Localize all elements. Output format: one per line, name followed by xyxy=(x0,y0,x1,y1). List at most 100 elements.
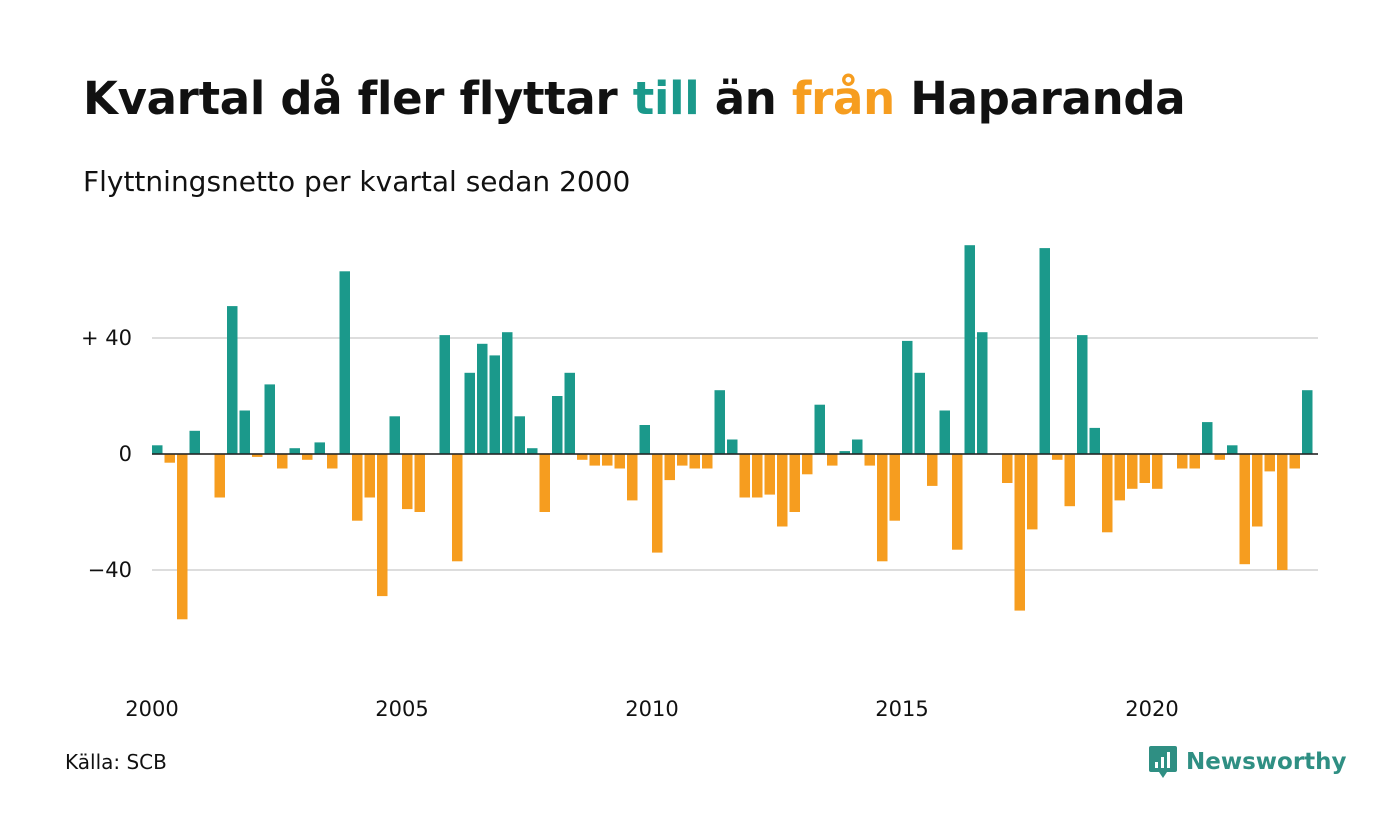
bar xyxy=(1139,454,1150,483)
bar xyxy=(1177,454,1188,469)
bar xyxy=(164,454,175,463)
bar xyxy=(414,454,425,512)
newsworthy-logo-icon xyxy=(1149,746,1177,778)
bar xyxy=(314,442,325,454)
bar xyxy=(614,454,625,469)
bar xyxy=(677,454,688,466)
x-tick-label: 2005 xyxy=(375,697,428,721)
bar xyxy=(964,245,975,454)
bar xyxy=(764,454,775,495)
bar xyxy=(1289,454,1300,469)
title-part-3: än xyxy=(699,72,792,125)
bar xyxy=(1152,454,1163,489)
bar xyxy=(652,454,663,553)
x-tick-label: 2010 xyxy=(625,697,678,721)
bar xyxy=(477,343,488,454)
bar xyxy=(277,454,288,469)
bar xyxy=(189,430,200,454)
bar xyxy=(327,454,338,469)
bar xyxy=(439,335,450,454)
title-part-5: Haparanda xyxy=(894,72,1186,125)
bar xyxy=(1002,454,1013,483)
bar xyxy=(1189,454,1200,469)
bar xyxy=(914,372,925,454)
bar xyxy=(564,372,575,454)
bar xyxy=(527,448,538,454)
bars xyxy=(152,245,1318,620)
title-word-fran: från xyxy=(791,72,895,125)
bar xyxy=(489,355,500,454)
bar xyxy=(177,454,188,620)
bar xyxy=(889,454,900,521)
bar xyxy=(664,454,675,481)
y-tick-label: + 40 xyxy=(81,326,132,350)
bar xyxy=(539,454,550,512)
bar xyxy=(1027,454,1038,530)
bar xyxy=(589,454,600,466)
bar xyxy=(1227,445,1238,454)
bar xyxy=(864,454,875,466)
bar xyxy=(1277,454,1288,570)
bar xyxy=(952,454,963,550)
bar xyxy=(402,454,413,510)
brand-name: Newsworthy xyxy=(1186,749,1347,775)
bar xyxy=(1239,454,1250,565)
bar xyxy=(752,454,763,498)
bar xyxy=(239,410,250,454)
y-tick-label: 0 xyxy=(119,442,132,466)
chart-subtitle: Flyttningsnetto per kvartal sedan 2000 xyxy=(83,165,631,198)
bar xyxy=(789,454,800,512)
bar xyxy=(939,410,950,454)
bar xyxy=(639,425,650,454)
bar xyxy=(552,396,563,454)
bar xyxy=(689,454,700,469)
bar xyxy=(252,454,263,457)
bar xyxy=(814,404,825,454)
bar xyxy=(727,439,738,454)
bar xyxy=(1052,454,1063,460)
bar xyxy=(452,454,463,562)
bar xyxy=(352,454,363,521)
title-part-1: Kvartal då fler flyttar xyxy=(83,72,633,125)
bar xyxy=(227,306,238,454)
bar xyxy=(1014,454,1025,611)
bar xyxy=(927,454,938,486)
chart-title: Kvartal då fler flyttar till än från Hap… xyxy=(83,72,1186,125)
bar xyxy=(1252,454,1263,527)
bar xyxy=(264,384,275,454)
bar xyxy=(577,454,588,460)
bar xyxy=(739,454,750,498)
bar xyxy=(1302,390,1313,454)
bar xyxy=(839,451,850,454)
brand-logo[interactable]: Newsworthy xyxy=(1148,744,1347,780)
bar xyxy=(1089,427,1100,454)
x-tick-label: 2020 xyxy=(1125,697,1178,721)
bar xyxy=(502,332,513,454)
title-word-till: till xyxy=(632,72,700,125)
bar xyxy=(302,454,313,460)
bar xyxy=(214,454,225,498)
bar xyxy=(877,454,888,562)
bar xyxy=(627,454,638,501)
bar xyxy=(364,454,375,498)
bar xyxy=(389,416,400,454)
bar xyxy=(1264,454,1275,472)
bar xyxy=(802,454,813,475)
bar xyxy=(1039,248,1050,454)
bar xyxy=(777,454,788,527)
bar xyxy=(902,340,913,454)
bar xyxy=(377,454,388,597)
bar xyxy=(714,390,725,454)
y-tick-label: −40 xyxy=(88,558,132,582)
bar xyxy=(1064,454,1075,507)
y-axis-labels: + 40 0 −40 xyxy=(81,326,132,582)
bar xyxy=(1202,422,1213,454)
bar xyxy=(702,454,713,469)
bar xyxy=(827,454,838,466)
bar xyxy=(1214,454,1225,460)
x-tick-label: 2000 xyxy=(125,697,178,721)
bar xyxy=(852,439,863,454)
bar xyxy=(464,372,475,454)
bar xyxy=(1077,335,1088,454)
